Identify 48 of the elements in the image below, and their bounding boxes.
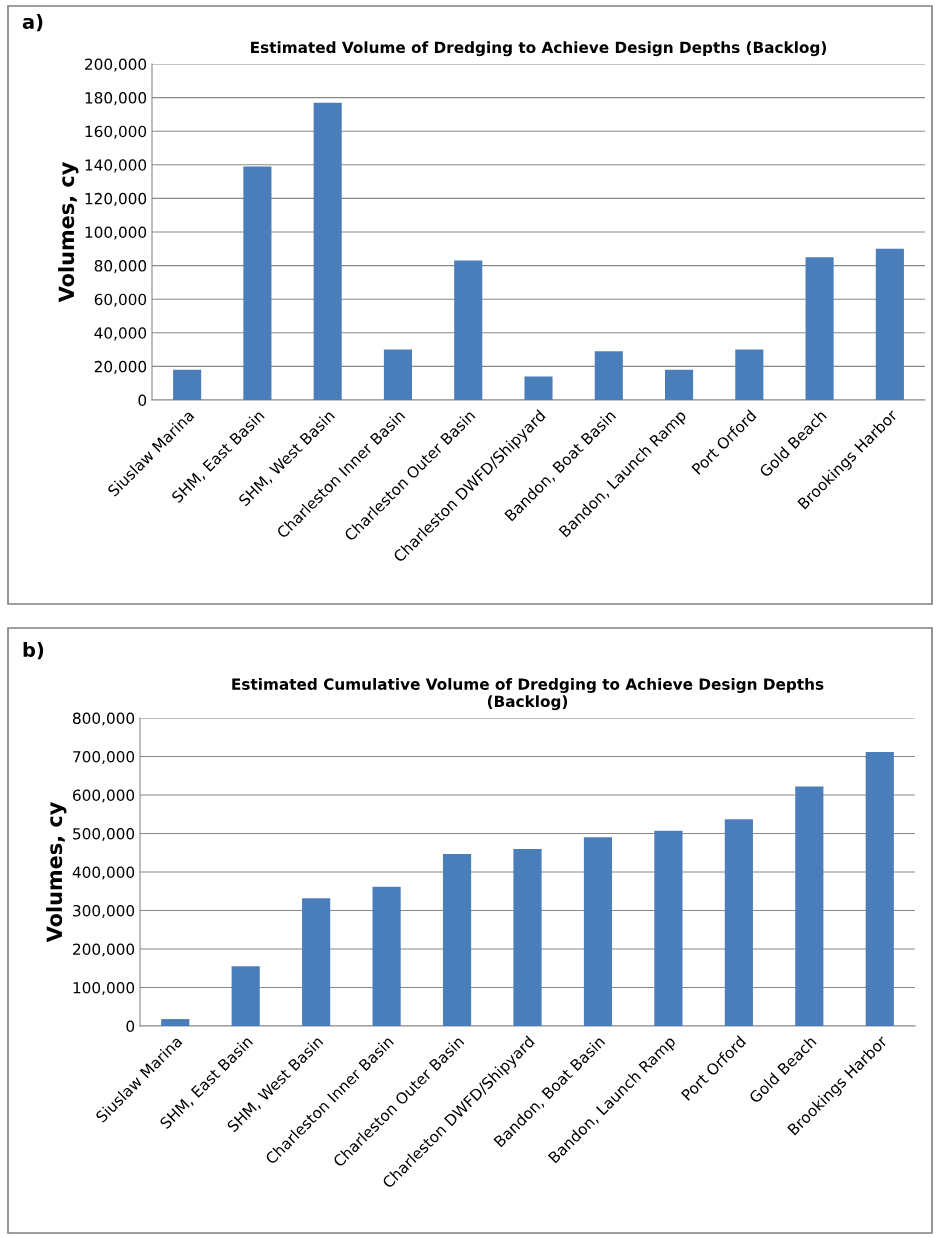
y-tick-label: 200,000 bbox=[85, 58, 147, 72]
bar bbox=[524, 376, 553, 400]
y-tick-label: 0 bbox=[138, 394, 147, 407]
chart-title: Estimated Volume of Dredging to Achieve Design Depths (Backlog) bbox=[251, 41, 827, 57]
bar bbox=[243, 166, 272, 400]
bar bbox=[442, 853, 472, 1026]
bar bbox=[372, 886, 401, 1026]
text: b) bbox=[23, 642, 44, 660]
bar bbox=[454, 260, 483, 400]
bar bbox=[594, 351, 623, 400]
bar bbox=[664, 369, 694, 400]
bar bbox=[724, 819, 753, 1026]
y-tick-label: 100,000 bbox=[73, 981, 135, 996]
bar bbox=[654, 830, 683, 1026]
y-tick-label: 100,000 bbox=[85, 226, 147, 240]
bar bbox=[865, 751, 894, 1026]
bar bbox=[735, 349, 764, 400]
y-tick-label: 80,000 bbox=[94, 260, 147, 274]
bar bbox=[513, 848, 542, 1026]
y-tick-label: 180,000 bbox=[85, 92, 147, 106]
y-tick-label: 0 bbox=[126, 1020, 135, 1033]
bar bbox=[173, 369, 202, 400]
bar bbox=[875, 248, 904, 400]
y-tick-label: 400,000 bbox=[72, 866, 135, 880]
text: a) bbox=[22, 14, 43, 32]
y-tick-label: 40,000 bbox=[94, 327, 147, 341]
bar bbox=[302, 898, 331, 1026]
bar bbox=[383, 349, 413, 400]
y-tick-label: 800,000 bbox=[73, 712, 135, 726]
bar bbox=[231, 966, 260, 1026]
y-tick-label: 120,000 bbox=[85, 192, 147, 206]
chart-title: Estimated Cumulative Volume of Dredging to Achieve Design Depths (Backlog) bbox=[232, 678, 824, 711]
y-tick-label: 140,000 bbox=[85, 159, 147, 173]
y-axis-title: Volumes, cy bbox=[58, 162, 79, 303]
y-tick-label: 600,000 bbox=[73, 789, 135, 803]
y-tick-label: 60,000 bbox=[94, 293, 147, 307]
y-tick-label: 20,000 bbox=[94, 360, 147, 374]
y-tick-label: 300,000 bbox=[73, 904, 135, 919]
bar bbox=[313, 102, 342, 400]
bar bbox=[161, 1019, 190, 1026]
y-tick-label: 200,000 bbox=[73, 943, 135, 957]
y-tick-label: 700,000 bbox=[73, 750, 135, 765]
y-tick-label: 160,000 bbox=[85, 125, 147, 139]
bar bbox=[583, 837, 613, 1026]
y-tick-label: 500,000 bbox=[73, 827, 135, 842]
bar bbox=[795, 786, 824, 1026]
bar bbox=[805, 257, 834, 400]
y-axis-title: Volumes, cy bbox=[46, 802, 67, 943]
